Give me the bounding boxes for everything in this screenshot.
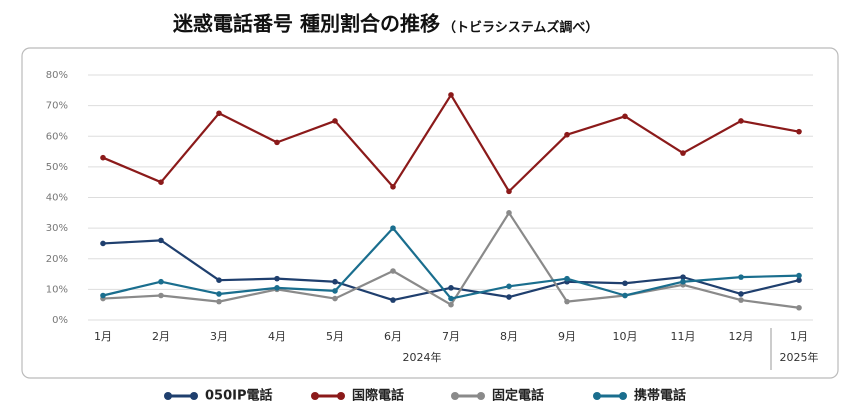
chart-frame: [21, 47, 839, 379]
legend-swatch: [190, 392, 198, 400]
data-point: [796, 128, 802, 135]
data-point: [390, 225, 396, 231]
data-point: [332, 278, 338, 285]
data-point: [158, 179, 164, 185]
data-point: [216, 110, 222, 117]
data-point: [796, 304, 802, 311]
data-point: [216, 298, 222, 305]
data-point: [738, 291, 744, 297]
data-point: [216, 277, 222, 283]
x-tick-label: 12月: [729, 330, 754, 343]
data-point: [738, 274, 744, 280]
legend-label: 050IP電話: [205, 388, 273, 404]
data-point: [100, 292, 106, 299]
legend-swatch: [593, 392, 601, 400]
data-point: [274, 139, 280, 146]
data-point: [390, 297, 396, 303]
x-tick-label: 2月: [152, 330, 170, 343]
data-point: [738, 118, 744, 124]
data-point: [622, 280, 628, 287]
x-tick-label: 11月: [671, 330, 696, 343]
data-point: [332, 295, 338, 302]
y-tick-label: 10%: [46, 284, 68, 295]
data-point: [564, 275, 570, 282]
x-tick-label: 5月: [326, 330, 344, 343]
data-point: [158, 237, 164, 244]
y-tick-label: 70%: [46, 101, 68, 112]
data-point: [100, 240, 106, 247]
x-tick-label: 6月: [384, 330, 402, 343]
legend-label: 国際電話: [352, 388, 404, 404]
data-point: [680, 278, 686, 285]
data-point: [506, 188, 512, 195]
data-point: [796, 277, 802, 283]
legend-swatch: [451, 392, 459, 400]
data-point: [390, 268, 396, 274]
x-tick-label: 8月: [500, 330, 518, 343]
data-point: [680, 150, 686, 156]
y-tick-label: 30%: [46, 223, 68, 234]
data-point: [216, 291, 222, 297]
x-tick-label: 4月: [268, 330, 286, 343]
y-tick-label: 50%: [46, 162, 68, 173]
data-point: [506, 294, 512, 300]
y-tick-label: 80%: [46, 70, 68, 81]
x-tick-label: 9月: [558, 330, 576, 343]
y-tick-label: 60%: [46, 131, 68, 142]
x-group-label: 2024年: [403, 350, 442, 364]
data-point: [796, 272, 802, 279]
data-point: [390, 183, 396, 190]
x-group-label: 2025年: [780, 350, 819, 364]
data-point: [448, 301, 454, 308]
data-point: [680, 274, 686, 280]
legend-swatch: [477, 392, 485, 400]
x-tick-label: 10月: [613, 330, 638, 343]
data-point: [332, 118, 338, 124]
data-point: [564, 131, 570, 138]
data-point: [158, 292, 164, 299]
data-point: [738, 297, 744, 303]
data-point: [274, 275, 280, 282]
legend-swatch: [337, 392, 345, 400]
data-point: [100, 154, 106, 161]
data-point: [506, 210, 512, 216]
legend-label: 固定電話: [492, 388, 544, 404]
chart-subtitle: （トビラシステムズ調べ）: [443, 20, 598, 36]
x-tick-label: 1月: [790, 330, 808, 343]
data-point: [448, 285, 454, 291]
x-tick-label: 3月: [210, 330, 228, 343]
legend-swatch: [619, 392, 627, 400]
data-point: [274, 285, 280, 291]
data-point: [158, 278, 164, 285]
chart-title: 迷惑電話番号 種別割合の推移: [172, 12, 440, 36]
x-tick-label: 1月: [94, 330, 112, 343]
data-point: [506, 283, 512, 290]
data-point: [622, 113, 628, 120]
y-tick-label: 20%: [46, 254, 68, 265]
data-point: [622, 292, 628, 299]
y-tick-label: 40%: [46, 193, 68, 204]
legend-label: 携帯電話: [634, 388, 686, 404]
legend-swatch: [311, 392, 319, 400]
y-tick-label: 0%: [52, 315, 68, 326]
data-point: [448, 295, 454, 302]
data-point: [564, 298, 570, 305]
x-tick-label: 7月: [442, 330, 460, 343]
data-point: [332, 288, 338, 294]
data-point: [448, 92, 454, 98]
legend-swatch: [164, 392, 172, 400]
